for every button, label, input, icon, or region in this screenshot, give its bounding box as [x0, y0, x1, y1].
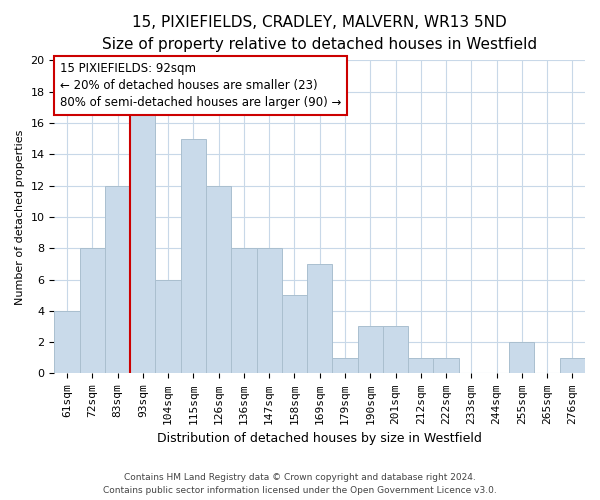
Bar — [332, 358, 358, 374]
Text: 15 PIXIEFIELDS: 92sqm
← 20% of detached houses are smaller (23)
80% of semi-deta: 15 PIXIEFIELDS: 92sqm ← 20% of detached … — [60, 62, 341, 109]
X-axis label: Distribution of detached houses by size in Westfield: Distribution of detached houses by size … — [157, 432, 482, 445]
Bar — [206, 186, 231, 374]
Title: 15, PIXIEFIELDS, CRADLEY, MALVERN, WR13 5ND
Size of property relative to detache: 15, PIXIEFIELDS, CRADLEY, MALVERN, WR13 … — [102, 15, 537, 52]
Bar — [231, 248, 257, 374]
Bar — [257, 248, 282, 374]
Bar — [181, 138, 206, 374]
Bar — [383, 326, 408, 374]
Bar — [433, 358, 458, 374]
Bar — [307, 264, 332, 374]
Bar — [105, 186, 130, 374]
Bar — [130, 108, 155, 374]
Text: Contains HM Land Registry data © Crown copyright and database right 2024.
Contai: Contains HM Land Registry data © Crown c… — [103, 474, 497, 495]
Bar — [408, 358, 433, 374]
Bar — [282, 295, 307, 374]
Y-axis label: Number of detached properties: Number of detached properties — [15, 129, 25, 304]
Bar — [55, 311, 80, 374]
Bar — [560, 358, 585, 374]
Bar — [80, 248, 105, 374]
Bar — [358, 326, 383, 374]
Bar — [509, 342, 535, 374]
Bar — [155, 280, 181, 374]
